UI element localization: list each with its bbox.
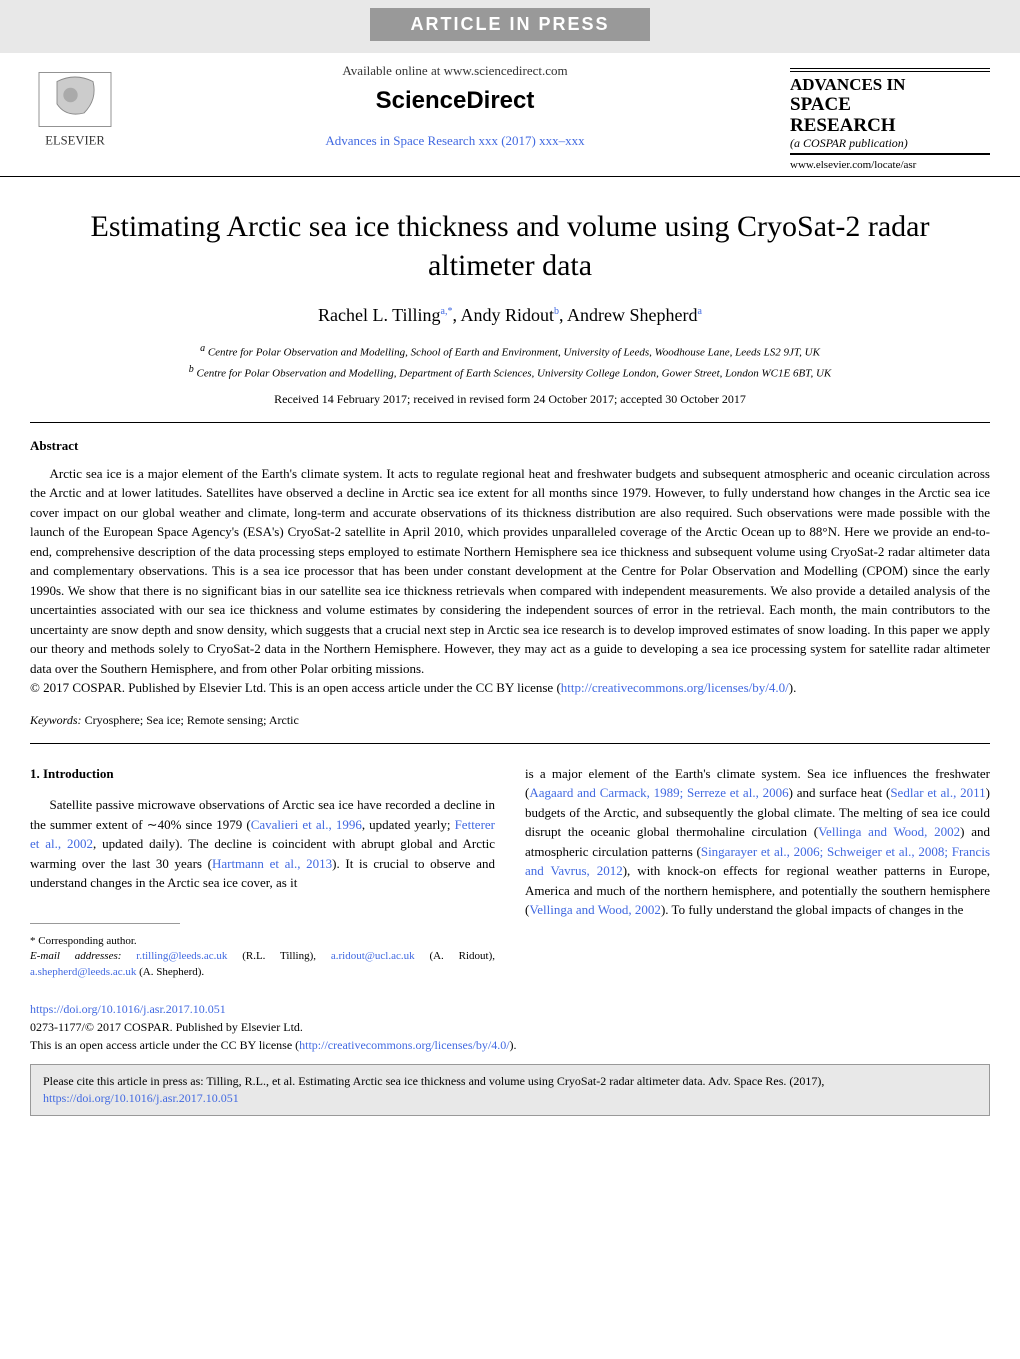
copyright-end: ). [789, 680, 797, 695]
author-2: Andy Ridout [461, 305, 555, 325]
ref-vellinga-1[interactable]: Vellinga and Wood, 2002 [818, 824, 960, 839]
header-center: Available online at www.sciencedirect.co… [120, 63, 790, 149]
ref-cavalieri[interactable]: Cavalieri et al., 1996 [251, 817, 362, 832]
copyright-text: © 2017 COSPAR. Published by Elsevier Ltd… [30, 680, 561, 695]
license-link[interactable]: http://creativecommons.org/licenses/by/4… [299, 1038, 509, 1052]
abstract-heading: Abstract [30, 438, 990, 454]
affiliations: a Centre for Polar Observation and Model… [40, 341, 980, 381]
issn: 0273-1177/© 2017 COSPAR. Published by El… [30, 1018, 990, 1036]
keywords-section: Keywords: Cryosphere; Sea ice; Remote se… [30, 713, 990, 728]
journal-title-line3: RESEARCH [790, 116, 990, 137]
elsevier-logo: ELSEVIER [30, 68, 120, 163]
footnote-divider [30, 923, 180, 929]
affiliation-a: Centre for Polar Observation and Modelli… [208, 347, 820, 359]
column-left: 1. Introduction Satellite passive microw… [30, 764, 495, 980]
footnote-emails: E-mail addresses: r.tilling@leeds.ac.uk … [30, 949, 495, 980]
intro-para-1: Satellite passive microwave observations… [30, 795, 495, 893]
divider-1 [30, 422, 990, 423]
intro-heading: 1. Introduction [30, 764, 495, 784]
email-2[interactable]: a.ridout@ucl.ac.uk [331, 950, 415, 962]
sciencedirect-logo: ScienceDirect [120, 87, 790, 115]
header-row: ELSEVIER Available online at www.science… [0, 53, 1020, 177]
cite-box: Please cite this article in press as: Ti… [30, 1064, 990, 1116]
doi-section: https://doi.org/10.1016/j.asr.2017.10.05… [30, 1000, 990, 1054]
copyright: © 2017 COSPAR. Published by Elsevier Ltd… [30, 678, 990, 698]
cite-doi-link[interactable]: https://doi.org/10.1016/j.asr.2017.10.05… [43, 1091, 239, 1105]
journal-title-line1: ADVANCES IN [790, 76, 990, 95]
author-3: Andrew Shepherd [567, 305, 697, 325]
available-online: Available online at www.sciencedirect.co… [120, 63, 790, 79]
article-dates: Received 14 February 2017; received in r… [0, 392, 1020, 407]
body-section: 1. Introduction Satellite passive microw… [30, 764, 990, 980]
ref-hartmann[interactable]: Hartmann et al., 2013 [212, 856, 332, 871]
email-label: E-mail addresses: [30, 950, 121, 962]
abstract-section: Abstract Arctic sea ice is a major eleme… [30, 438, 990, 698]
divider-2 [30, 743, 990, 744]
cospar-subtitle: (a COSPAR publication) [790, 136, 990, 155]
intro-para-1-cont: is a major element of the Earth's climat… [525, 764, 990, 920]
license-line: This is an open access article under the… [30, 1036, 990, 1054]
footnote-corresponding: * Corresponding author. [30, 934, 495, 949]
cite-text: Please cite this article in press as: Ti… [43, 1074, 824, 1088]
ref-sedlar[interactable]: Sedlar et al., 2011 [890, 785, 985, 800]
column-right: is a major element of the Earth's climat… [525, 764, 990, 980]
journal-reference[interactable]: Advances in Space Research xxx (2017) xx… [120, 133, 790, 149]
author-1-affil: a,* [441, 306, 453, 317]
ref-aagaard[interactable]: Aagaard and Carmack, 1989; Serreze et al… [529, 785, 788, 800]
author-3-affil: a [698, 306, 702, 317]
abstract-text: Arctic sea ice is a major element of the… [30, 464, 990, 679]
keywords-text: Cryosphere; Sea ice; Remote sensing; Arc… [85, 713, 299, 727]
journal-title-line2: SPACE [790, 95, 990, 116]
author-2-affil: b [554, 306, 559, 317]
doi-link[interactable]: https://doi.org/10.1016/j.asr.2017.10.05… [30, 1000, 990, 1018]
ref-vellinga-2[interactable]: Vellinga and Wood, 2002 [529, 902, 661, 917]
email-1[interactable]: r.tilling@leeds.ac.uk [136, 950, 227, 962]
affiliation-b: Centre for Polar Observation and Modelli… [196, 367, 831, 379]
email-3[interactable]: a.shepherd@leeds.ac.uk [30, 966, 136, 978]
locate-url: www.elsevier.com/locate/asr [790, 159, 990, 171]
cc-license-link[interactable]: http://creativecommons.org/licenses/by/4… [561, 680, 789, 695]
authors: Rachel L. Tillinga,*, Andy Ridoutb, Andr… [0, 305, 1020, 326]
press-label: ARTICLE IN PRESS [370, 8, 650, 41]
svg-text:ELSEVIER: ELSEVIER [45, 134, 105, 148]
keywords-label: Keywords: [30, 713, 82, 727]
author-1: Rachel L. Tilling [318, 305, 441, 325]
press-banner: ARTICLE IN PRESS [0, 0, 1020, 53]
journal-logo: ADVANCES IN SPACE RESEARCH (a COSPAR pub… [790, 68, 990, 171]
article-title: Estimating Arctic sea ice thickness and … [60, 207, 960, 285]
